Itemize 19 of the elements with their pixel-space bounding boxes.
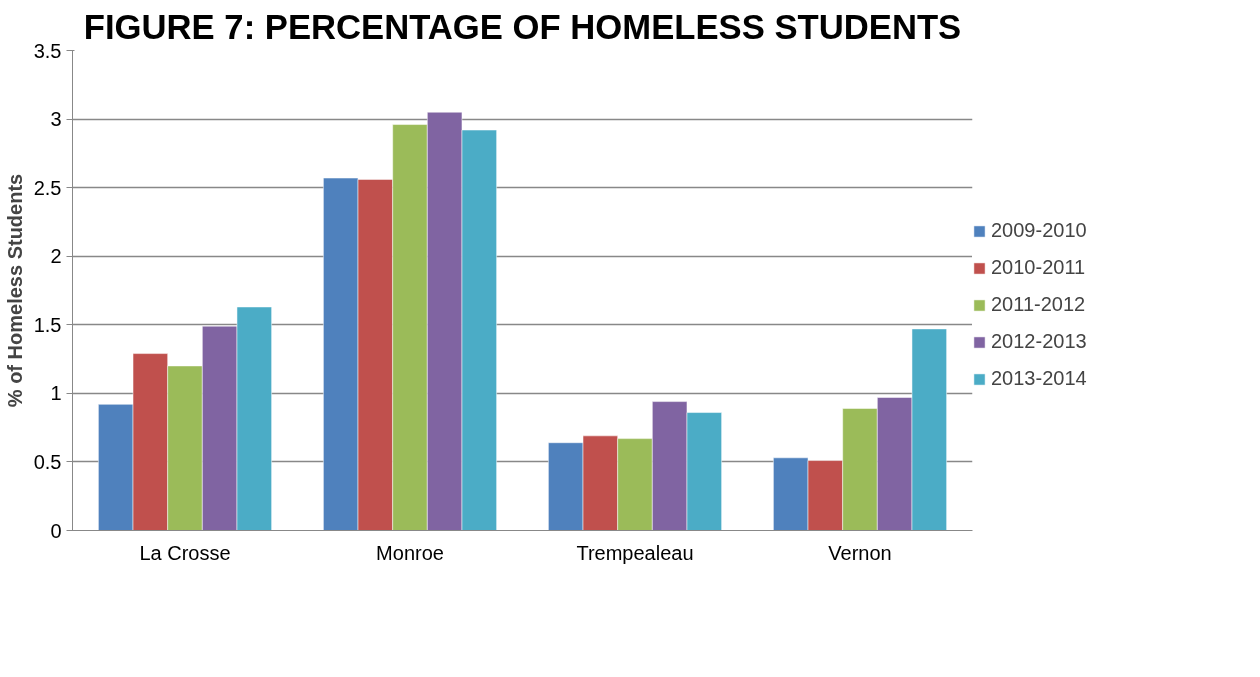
y-tick-label: 1.5 <box>33 313 62 336</box>
x-tick-label: Vernon <box>828 541 892 564</box>
legend-label: 2010-2011 <box>991 256 1086 279</box>
x-tick-label: Monroe <box>376 541 444 564</box>
y-tick-label: 2.5 <box>33 176 62 199</box>
legend-label: 2009-2010 <box>991 219 1087 242</box>
y-tick-label: 3 <box>50 108 62 131</box>
y-tick-label: 2 <box>50 245 62 268</box>
chart-title: FIGURE 7: PERCENTAGE OF HOMELESS STUDENTS <box>83 7 962 46</box>
legend-label: 2011-2012 <box>991 293 1086 316</box>
legend-label: 2013-2014 <box>991 367 1087 390</box>
y-tick-label: 0.5 <box>33 450 62 473</box>
y-tick-label: 3.5 <box>33 39 62 62</box>
y-tick-label: 0 <box>50 519 62 542</box>
x-tick-label: Trempealeau <box>576 541 694 564</box>
x-tick-label: La Crosse <box>139 541 231 564</box>
y-axis-title: % of Homeless Students <box>3 173 26 408</box>
legend-label: 2012-2013 <box>991 330 1087 353</box>
y-tick-label: 1 <box>50 382 62 405</box>
